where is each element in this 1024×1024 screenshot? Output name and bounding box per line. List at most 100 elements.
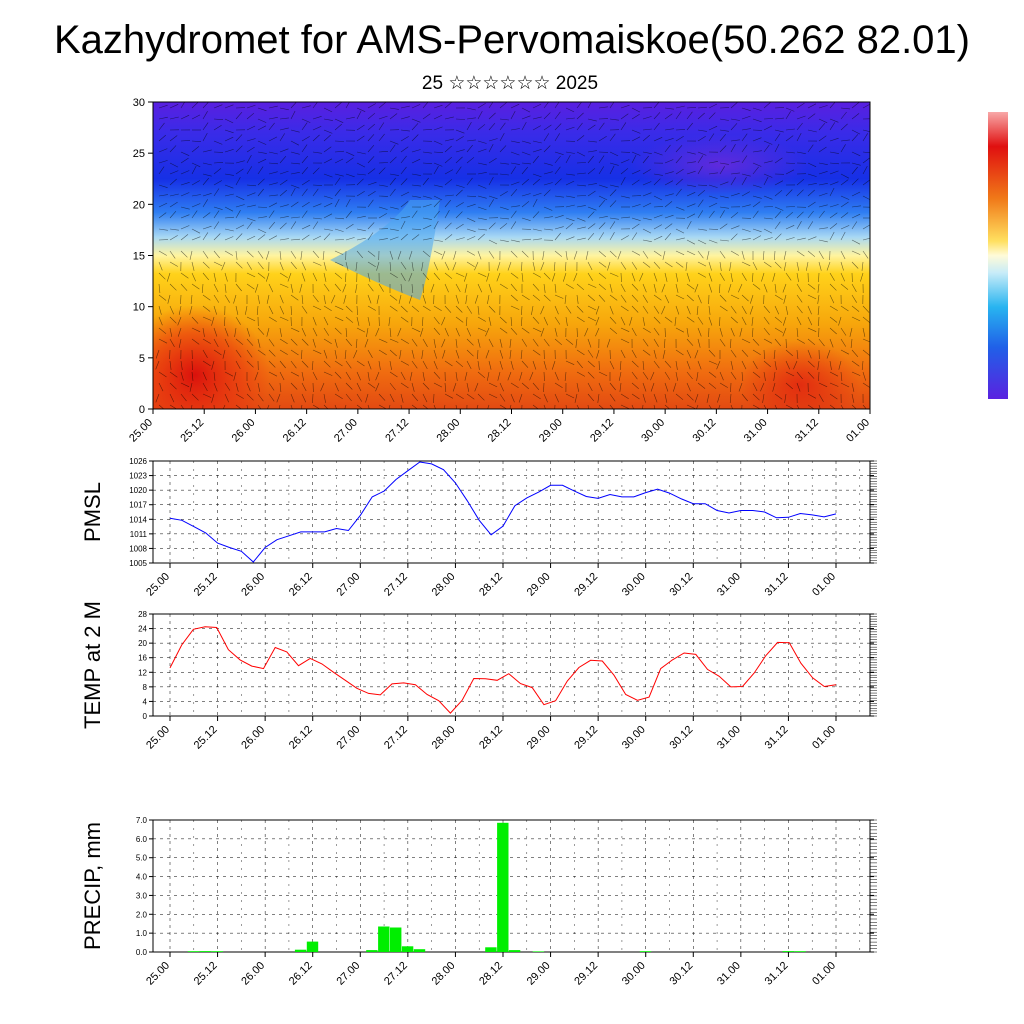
wind-barb (796, 132, 802, 142)
wind-barb (191, 162, 201, 168)
wind-barb (202, 122, 209, 131)
wind-barb (180, 382, 190, 388)
wind-barb (642, 261, 651, 268)
wind-barb (686, 382, 691, 392)
wind-barb (609, 184, 619, 188)
wind-barb (730, 250, 739, 256)
wind-barb (169, 193, 179, 197)
wind-barb (741, 173, 751, 177)
wind-barb (334, 349, 337, 359)
wind-barb (609, 294, 618, 301)
wind-barb (158, 184, 168, 188)
wind-barb (180, 250, 188, 258)
wind-barb (301, 327, 306, 337)
wind-barb (818, 135, 827, 142)
x-tick-label: 27.12 (383, 417, 411, 445)
wind-barb (631, 393, 640, 400)
wind-barb (365, 393, 369, 403)
wind-barb (554, 250, 563, 257)
wind-barb (675, 272, 679, 282)
wind-barb (785, 338, 787, 349)
wind-barb (796, 122, 803, 131)
wind-barb (474, 382, 479, 392)
wind-barb (510, 393, 515, 403)
wind-barb (807, 113, 816, 120)
wind-barb (598, 261, 607, 268)
wind-barb (213, 404, 215, 409)
wind-barb (609, 283, 613, 293)
x-tick-label: 26.12 (287, 724, 315, 752)
wind-barb (466, 338, 474, 346)
wind-barb (642, 155, 649, 164)
wind-barb (554, 133, 560, 142)
wind-barb (587, 349, 594, 358)
wind-barb (774, 360, 777, 370)
wind-barb (565, 173, 575, 176)
x-tick-label: 31.00 (715, 571, 743, 599)
wind-barb (851, 113, 860, 120)
wind-barb (576, 195, 587, 197)
wind-barb (455, 223, 464, 230)
wind-barb (862, 129, 870, 132)
wind-barb (510, 382, 519, 389)
wind-barb (257, 178, 265, 186)
wind-barb (334, 305, 344, 310)
wind-barb (279, 216, 289, 219)
wind-barb (213, 349, 222, 356)
wind-barb (323, 213, 333, 219)
wind-barb (356, 178, 364, 186)
wind-barb (697, 151, 707, 156)
wind-barb (554, 283, 557, 293)
wind-barb (301, 261, 307, 271)
wind-barb (430, 283, 435, 293)
wind-barb (455, 149, 465, 153)
wind-barb (202, 393, 212, 398)
wind-barb (323, 305, 332, 311)
wind-barb (719, 162, 729, 165)
wind-barb (290, 172, 300, 175)
wind-barb (411, 228, 422, 230)
wind-barb (356, 124, 365, 131)
wind-barb (433, 140, 443, 145)
wind-barb (409, 371, 413, 381)
wind-barb (631, 151, 641, 156)
wind-barb (642, 151, 652, 154)
wind-barb (774, 283, 777, 293)
wind-barb (499, 360, 503, 370)
wind-barb (444, 194, 454, 197)
wind-barb (235, 233, 243, 241)
wind-barb (334, 228, 344, 232)
wind-barb (191, 140, 202, 142)
wind-barb (158, 148, 168, 153)
wind-barb (367, 222, 375, 230)
wind-barb (642, 134, 650, 142)
wind-barb (664, 233, 672, 241)
wind-barb (334, 188, 341, 197)
wind-barb (752, 166, 759, 175)
wind-barb (840, 195, 850, 200)
wind-barb (629, 316, 633, 326)
wind-barb (224, 193, 234, 197)
wind-barb (499, 173, 509, 176)
wind-barb (686, 151, 696, 155)
wind-barb (543, 124, 552, 131)
y-tick-label: 1026 (129, 457, 147, 466)
wind-barb (180, 360, 183, 370)
y-axis-label: PMSL (80, 482, 105, 542)
wind-barb (738, 283, 743, 293)
wind-barb (345, 237, 355, 241)
wind-barb (664, 214, 674, 219)
wind-barb (169, 211, 177, 219)
wind-barb (367, 349, 373, 358)
x-tick-label: 29.12 (572, 960, 600, 988)
wind-barb (598, 272, 607, 279)
wind-barb (510, 128, 520, 131)
wind-barb (444, 261, 450, 271)
wind-barb (224, 371, 234, 377)
wind-barb (279, 261, 284, 271)
wind-barb (290, 216, 300, 219)
wind-barb (466, 393, 475, 400)
wind-barb (719, 145, 727, 153)
wind-barb (719, 371, 724, 381)
wind-barb (155, 349, 160, 359)
